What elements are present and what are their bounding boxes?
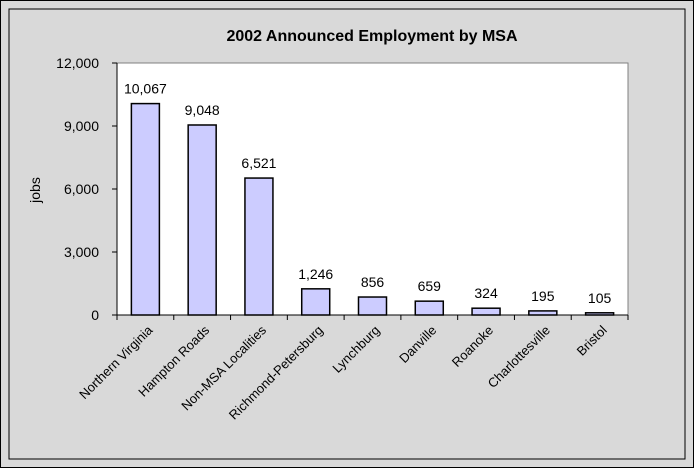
bar <box>528 310 558 316</box>
bar-value-label: 1,246 <box>298 266 333 282</box>
bar <box>300 288 331 316</box>
bar <box>244 177 274 316</box>
bar <box>584 312 615 316</box>
bar-value-label: 105 <box>588 290 612 306</box>
chart-title: 2002 Announced Employment by MSA <box>226 28 517 45</box>
bar-value-label: 6,521 <box>241 155 276 171</box>
bar <box>357 296 388 316</box>
bar <box>414 300 445 316</box>
bar <box>471 307 501 316</box>
y-axis: 0 3,000 6,000 9,000 12,000 <box>56 55 118 323</box>
data-labels: 10,067 9,048 6,521 1,246 856 659 324 195 105 <box>124 81 612 306</box>
y-tick-label: 0 <box>91 307 99 323</box>
y-tick-label: 6,000 <box>64 181 99 197</box>
y-tick-label: 3,000 <box>64 244 99 260</box>
y-tick-label: 9,000 <box>64 118 99 134</box>
bar-value-label: 659 <box>418 278 442 294</box>
bar-value-label: 195 <box>531 288 555 304</box>
bar <box>130 102 161 316</box>
bar-series <box>130 102 615 316</box>
y-axis-label: jobs <box>27 177 43 204</box>
bar-value-label: 9,048 <box>185 102 220 118</box>
bar-value-label: 10,067 <box>124 81 167 97</box>
bar-value-label: 324 <box>474 285 498 301</box>
bar-value-label: 856 <box>361 274 385 290</box>
bar <box>187 124 217 316</box>
y-tick-label: 12,000 <box>56 55 99 71</box>
